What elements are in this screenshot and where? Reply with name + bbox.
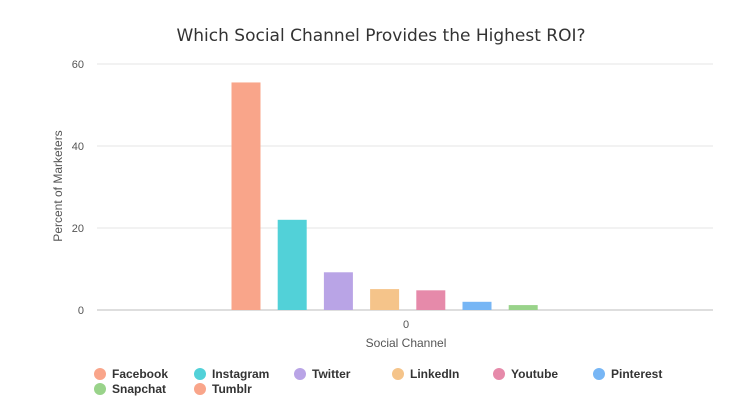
legend-label-linkedin: LinkedIn xyxy=(410,367,459,381)
x-axis-label: Social Channel xyxy=(366,336,447,350)
bar-linkedin xyxy=(370,289,400,310)
gridlines xyxy=(97,63,713,311)
y-axis-label: Percent of Marketers xyxy=(51,130,65,241)
legend-marker-facebook xyxy=(94,368,106,380)
legend: Facebook Instagram Twitter LinkedIn Youtube P… xyxy=(94,367,662,396)
legend-marker-youtube xyxy=(493,368,505,380)
y-axis-ticks: 0 20 40 60 xyxy=(72,59,84,317)
y-tick-label: 40 xyxy=(72,141,84,153)
legend-label-twitter: Twitter xyxy=(312,367,351,381)
legend-label-youtube: Youtube xyxy=(511,367,558,381)
legend-marker-linkedin xyxy=(392,368,404,380)
bar-youtube xyxy=(416,290,446,310)
legend-marker-pinterest xyxy=(593,368,605,380)
chart-title: Which Social Channel Provides the Highes… xyxy=(176,26,585,46)
bar-snapchat xyxy=(508,305,538,310)
y-tick-label: 60 xyxy=(72,59,84,71)
x-tick-label: 0 xyxy=(403,319,409,331)
legend-marker-tumblr xyxy=(194,383,206,395)
legend-label-pinterest: Pinterest xyxy=(611,367,662,381)
legend-marker-instagram xyxy=(194,368,206,380)
y-tick-label: 20 xyxy=(72,223,84,235)
bar-facebook xyxy=(231,82,261,310)
x-axis-ticks: 0 xyxy=(403,319,409,331)
legend-marker-snapchat xyxy=(94,383,106,395)
legend-marker-twitter xyxy=(294,368,306,380)
bar-instagram xyxy=(277,219,307,310)
legend-label-snapchat: Snapchat xyxy=(112,382,166,396)
bar-twitter xyxy=(323,272,353,310)
legend-label-tumblr: Tumblr xyxy=(212,382,252,396)
bar-pinterest xyxy=(462,301,492,310)
y-tick-label: 0 xyxy=(78,305,84,317)
bars xyxy=(231,82,538,310)
legend-label-facebook: Facebook xyxy=(112,367,168,381)
legend-label-instagram: Instagram xyxy=(212,367,269,381)
